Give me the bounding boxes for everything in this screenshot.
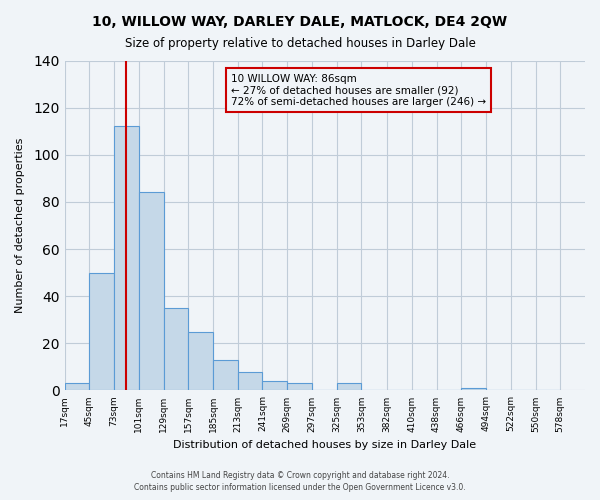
- Bar: [238, 372, 262, 390]
- Text: 10 WILLOW WAY: 86sqm
← 27% of detached houses are smaller (92)
72% of semi-detac: 10 WILLOW WAY: 86sqm ← 27% of detached h…: [231, 74, 486, 107]
- Bar: [164, 308, 188, 390]
- Bar: [114, 126, 139, 390]
- Y-axis label: Number of detached properties: Number of detached properties: [15, 138, 25, 313]
- Bar: [262, 381, 287, 390]
- Bar: [89, 272, 114, 390]
- X-axis label: Distribution of detached houses by size in Darley Dale: Distribution of detached houses by size …: [173, 440, 476, 450]
- Bar: [461, 388, 486, 390]
- Text: Size of property relative to detached houses in Darley Dale: Size of property relative to detached ho…: [125, 38, 475, 51]
- Bar: [139, 192, 164, 390]
- Bar: [337, 384, 361, 390]
- Text: 10, WILLOW WAY, DARLEY DALE, MATLOCK, DE4 2QW: 10, WILLOW WAY, DARLEY DALE, MATLOCK, DE…: [92, 15, 508, 29]
- Bar: [287, 384, 312, 390]
- Bar: [188, 332, 213, 390]
- Bar: [213, 360, 238, 390]
- Text: Contains HM Land Registry data © Crown copyright and database right 2024.
Contai: Contains HM Land Registry data © Crown c…: [134, 471, 466, 492]
- Bar: [65, 384, 89, 390]
